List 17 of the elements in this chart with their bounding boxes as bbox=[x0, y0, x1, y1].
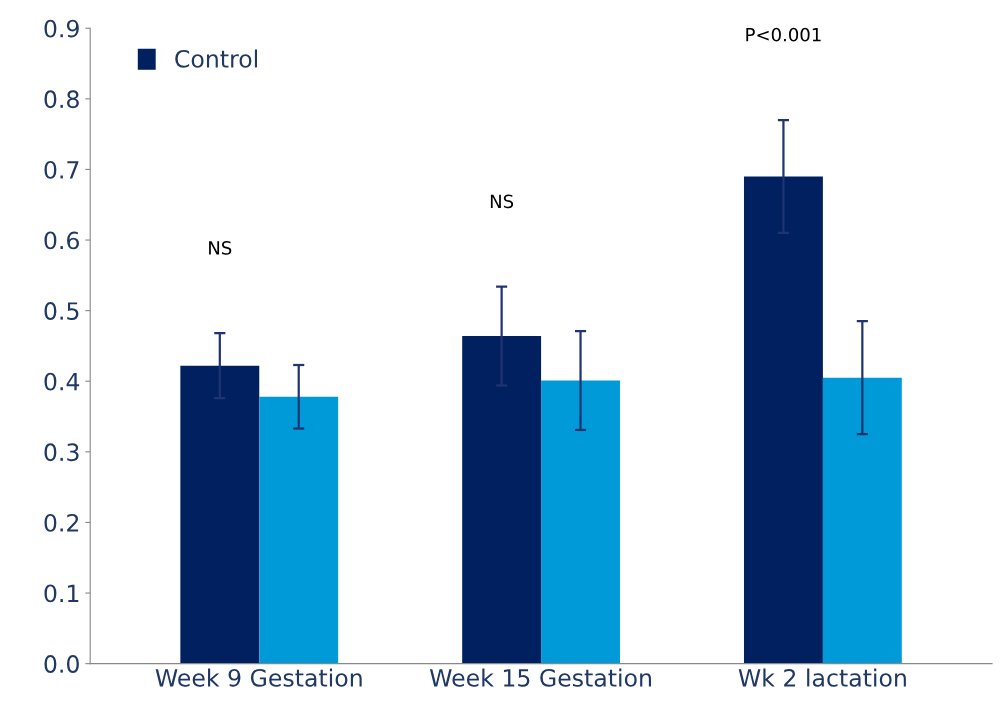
y-tick-label: 0.0 bbox=[44, 655, 79, 673]
x-tick-label: Week 9 Gestation bbox=[155, 668, 362, 687]
legend-label: Control bbox=[175, 49, 258, 68]
x-tick-label: Wk 2 lactation bbox=[738, 668, 906, 687]
y-tick-label: 0.1 bbox=[44, 584, 79, 603]
annotation: NS bbox=[490, 194, 514, 209]
y-tick-label: 0.6 bbox=[44, 231, 79, 250]
x-tick-label: Week 15 Gestation bbox=[429, 668, 651, 687]
annotation: P<0.001 bbox=[746, 27, 821, 42]
y-tick-label: 0.5 bbox=[44, 302, 79, 320]
y-tick-label: 0.4 bbox=[44, 372, 80, 391]
y-tick-label: 0.8 bbox=[44, 90, 79, 109]
annotation: NS bbox=[209, 241, 232, 255]
y-tick-label: 0.9 bbox=[44, 19, 79, 38]
y-tick-label: 0.2 bbox=[44, 513, 79, 532]
y-tick-label: 0.3 bbox=[44, 443, 79, 462]
y-tick-label: 0.7 bbox=[44, 160, 79, 179]
